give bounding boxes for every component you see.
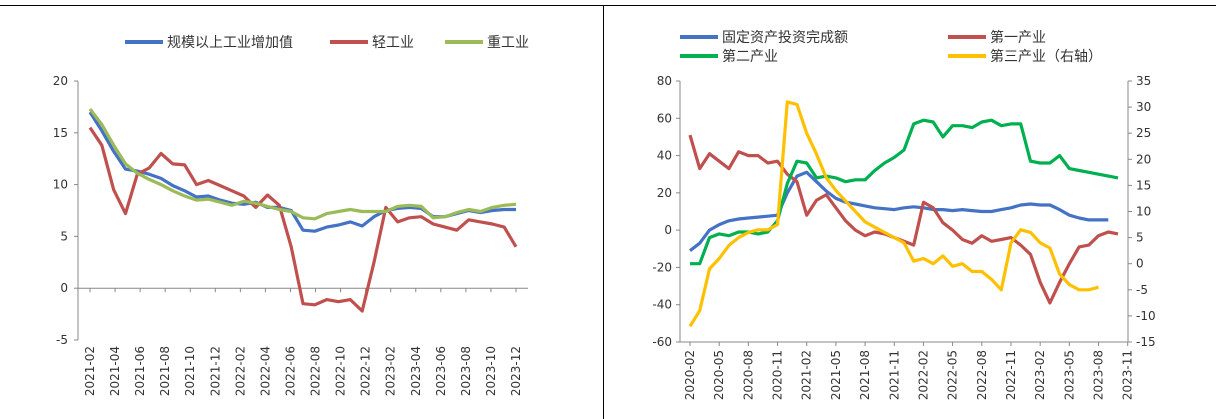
x-tick-label: 2022-10 xyxy=(334,346,348,396)
series-line xyxy=(689,170,1109,252)
x-tick-label: 2020-08 xyxy=(741,350,755,400)
y-tick-label: 0 xyxy=(60,281,68,295)
legend-label: 第三产业（右轴） xyxy=(990,48,1102,65)
x-tick-label: 2023-05 xyxy=(1062,350,1076,400)
x-tick-label: 2021-08 xyxy=(158,346,172,396)
x-tick-label: 2023-08 xyxy=(1092,350,1106,400)
legend-label: 重工业 xyxy=(487,35,529,51)
y-tick-label: 80 xyxy=(657,74,672,88)
y-tick-label: 10 xyxy=(53,178,68,192)
x-tick-label: 2023-10 xyxy=(484,346,498,396)
x-tick-label: 2021-11 xyxy=(887,350,901,400)
x-tick-label: 2023-04 xyxy=(409,346,423,396)
x-tick-label: 2023-02 xyxy=(384,346,398,396)
y2-tick-label: 25 xyxy=(1136,126,1151,140)
series-line xyxy=(688,100,1099,328)
x-tick-label: 2023-11 xyxy=(1121,350,1135,400)
panel-divider-line xyxy=(603,5,604,419)
x-tick-label: 2022-08 xyxy=(309,346,323,396)
y2-tick-label: 15 xyxy=(1136,178,1151,192)
x-tick-label: 2022-02 xyxy=(916,350,930,400)
y-tick-label: 5 xyxy=(60,229,68,243)
right-chart: 80 60 40 20 0 -20 -40 -60 35 30 25 20 15 10 5 0 -5 -10 -15… xyxy=(652,29,1156,400)
y-tick-label: -5 xyxy=(56,333,68,347)
y-tick-label: -20 xyxy=(652,260,672,274)
left-chart: 20 15 10 5 0 -5 2021-02 2021-04 2021-06 2021-08 20… xyxy=(53,35,529,396)
x-tick-label: 2021-06 xyxy=(133,346,147,396)
x-tick-label: 2021-05 xyxy=(829,350,843,400)
x-tick-label: 2022-12 xyxy=(359,346,373,396)
series-line xyxy=(88,108,517,221)
x-tick-label: 2021-12 xyxy=(208,346,222,396)
x-tick-label: 2021-04 xyxy=(108,346,122,396)
series-line xyxy=(690,118,1119,266)
x-tick-label: 2021-08 xyxy=(858,350,872,400)
legend-label: 第二产业 xyxy=(722,48,778,65)
x-tick-label: 2023-08 xyxy=(459,346,473,396)
x-tick-label: 2021-02 xyxy=(800,350,814,400)
top-border-line xyxy=(0,5,1216,6)
y2-tick-label: 10 xyxy=(1136,205,1151,219)
x-tick-label: 2023-02 xyxy=(1033,350,1047,400)
y2-tick-label: 5 xyxy=(1136,231,1144,245)
y-tick-label: 20 xyxy=(53,74,68,88)
x-tick-label: 2020-05 xyxy=(712,350,726,400)
y2-tick-label: 35 xyxy=(1136,74,1151,88)
y-tick-label: 0 xyxy=(664,223,672,237)
x-tick-label: 2021-10 xyxy=(183,346,197,396)
x-tick-label: 2023-12 xyxy=(509,346,523,396)
y2-tick-label: -15 xyxy=(1136,335,1156,349)
legend-label: 固定资产投资完成额 xyxy=(722,30,848,46)
legend-label: 轻工业 xyxy=(372,35,414,51)
legend-label: 第一产业 xyxy=(990,29,1046,46)
y2-tick-label: 0 xyxy=(1136,257,1144,271)
y-tick-label: 15 xyxy=(53,126,68,140)
legend-label: 规模以上工业增加值 xyxy=(167,35,293,51)
x-tick-label: 2022-11 xyxy=(1004,350,1018,400)
x-tick-label: 2022-06 xyxy=(283,346,297,396)
y-tick-label: 40 xyxy=(657,149,672,163)
y2-tick-label: -5 xyxy=(1136,283,1148,297)
y2-tick-label: -10 xyxy=(1136,309,1156,323)
x-tick-label: 2021-02 xyxy=(83,346,97,396)
x-tick-label: 2022-04 xyxy=(258,346,272,396)
y2-tick-label: 20 xyxy=(1136,152,1151,166)
x-tick-label: 2022-05 xyxy=(946,350,960,400)
x-tick-label: 2020-02 xyxy=(683,350,697,400)
y-tick-label: -60 xyxy=(652,335,672,349)
y-tick-label: -40 xyxy=(652,298,672,312)
x-tick-label: 2022-08 xyxy=(975,350,989,400)
y-tick-label: 60 xyxy=(657,111,672,125)
x-tick-label: 2020-11 xyxy=(771,350,785,400)
x-tick-label: 2023-06 xyxy=(434,346,448,396)
y2-tick-label: 30 xyxy=(1136,100,1151,114)
y-tick-label: 20 xyxy=(657,186,672,200)
series-line xyxy=(88,126,518,313)
x-tick-label: 2022-02 xyxy=(233,346,247,396)
